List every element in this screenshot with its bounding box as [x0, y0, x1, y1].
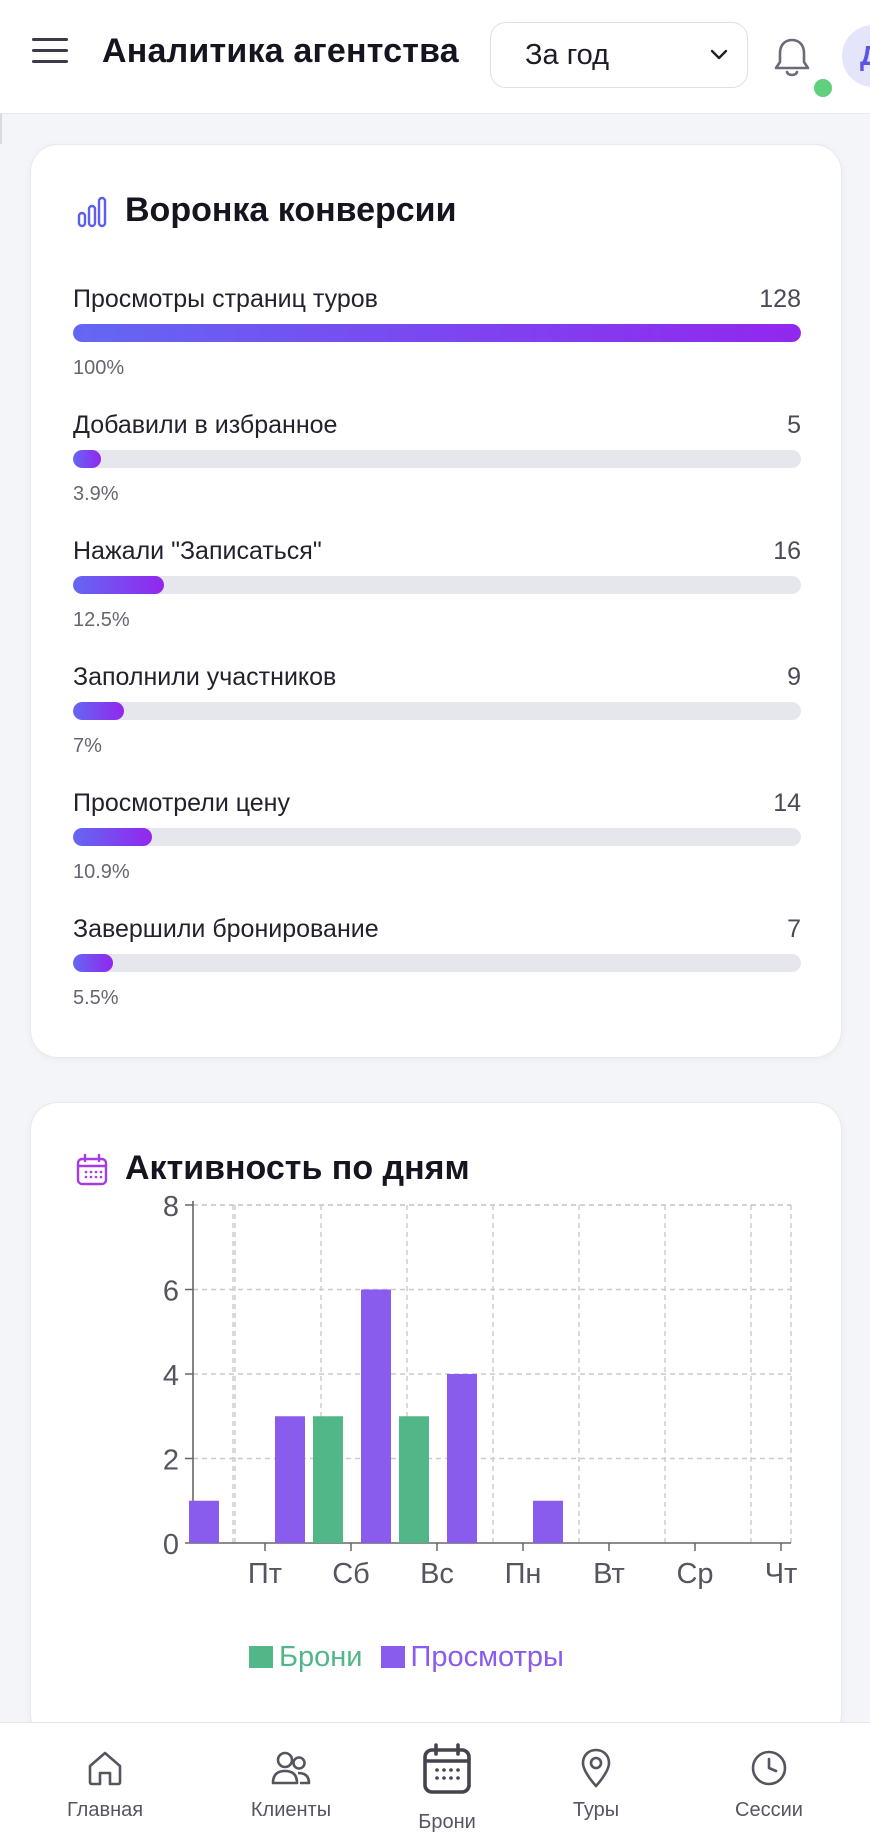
- bar-chart-icon: [77, 196, 107, 228]
- x-tick-label: Вс: [420, 1558, 454, 1590]
- home-icon: [88, 1751, 122, 1786]
- legend-swatch: [380, 1646, 405, 1668]
- nav-label-bookings: Брони: [418, 1811, 476, 1833]
- users-icon: [271, 1751, 311, 1785]
- bell-icon[interactable]: [770, 34, 814, 80]
- x-tick-label: Пн: [505, 1558, 542, 1590]
- online-status-dot: [812, 77, 834, 99]
- period-select-value: За год: [525, 39, 610, 71]
- avatar-letter: Д: [860, 40, 870, 71]
- x-tick-label: Вт: [593, 1558, 625, 1590]
- funnel-stage-label: Завершили бронирование: [73, 915, 379, 943]
- funnel-progress-track: [73, 324, 801, 342]
- funnel-stage-label: Заполнили участников: [73, 663, 337, 691]
- legend-swatch: [249, 1646, 273, 1668]
- funnel-stage-label: Нажали "Записаться": [73, 537, 322, 565]
- funnel-stage-percent: 3.9%: [73, 483, 119, 505]
- conversion-funnel-card: Воронка конверсии Просмотры страниц туро…: [30, 144, 842, 1058]
- bar-views: [361, 1289, 391, 1543]
- bar-bookings: [399, 1416, 429, 1543]
- legend-item[interactable]: Просмотры: [380, 1641, 564, 1674]
- y-tick-label: 6: [163, 1276, 179, 1308]
- activity-title: Активность по дням: [125, 1149, 470, 1187]
- calendar-icon: [423, 1743, 471, 1794]
- y-tick-label: 0: [163, 1529, 179, 1561]
- funnel-stage-percent: 7%: [73, 735, 102, 757]
- funnel-stage-count: 128: [759, 285, 801, 313]
- menu-icon[interactable]: [32, 38, 68, 72]
- nav-item-tours[interactable]: Туры: [541, 1723, 651, 1844]
- divider: [0, 114, 2, 144]
- app-header: Аналитика агентства За год Д: [0, 0, 870, 114]
- nav-label-clients: Клиенты: [250, 1799, 332, 1821]
- y-tick-label: 4: [163, 1360, 179, 1392]
- activity-bar-chart: 0 2 4 6 8 Пт Сб Вс Пн Вт Ср Чт: [163, 1191, 798, 1590]
- funnel-stage-percent: 12.5%: [73, 609, 130, 631]
- funnel-progress-fill: [73, 576, 164, 594]
- funnel-stage-label: Просмотрели цену: [73, 789, 290, 817]
- nav-label-home: Главная: [66, 1799, 144, 1821]
- funnel-progress-fill: [73, 954, 114, 972]
- nav-label-sessions: Сессии: [735, 1799, 803, 1821]
- x-tick-label: Сб: [332, 1558, 370, 1590]
- funnel-stage-count: 14: [773, 789, 801, 817]
- chart-legend: Брони Просмотры: [249, 1641, 582, 1681]
- funnel-progress-track: [73, 576, 801, 594]
- funnel-stage-percent: 5.5%: [73, 987, 119, 1009]
- x-tick-label: Ср: [676, 1558, 713, 1590]
- funnel-stage-label: Добавили в избранное: [73, 411, 338, 439]
- y-tick-label: 2: [163, 1445, 179, 1477]
- map-pin-icon: [581, 1748, 611, 1788]
- activity-by-day-card: Активность по дням 0 2 4 6 8 Пт Сб Вс Пн Вт Ср Чт Б…: [30, 1102, 842, 1742]
- legend-label: Просмотры: [410, 1641, 564, 1673]
- legend-label: Брони: [279, 1641, 363, 1673]
- funnel-title: Воронка конверсии: [125, 191, 457, 229]
- bar-bookings: [313, 1416, 343, 1543]
- bar-views: [447, 1374, 477, 1543]
- nav-label-tours: Туры: [572, 1799, 620, 1821]
- funnel-progress-track: [73, 450, 801, 468]
- legend-item[interactable]: Брони: [249, 1641, 363, 1674]
- calendar-icon: [76, 1153, 108, 1186]
- bottom-navigation: Главная Клиенты Брони Туры: [0, 1722, 870, 1844]
- funnel-progress-fill: [73, 450, 102, 468]
- bar-views: [275, 1416, 305, 1543]
- x-tick-label: Чт: [765, 1558, 798, 1590]
- bar-views: [189, 1500, 219, 1543]
- nav-item-bookings[interactable]: Брони: [392, 1723, 502, 1844]
- funnel-stage-count: 5: [787, 411, 801, 439]
- funnel-stage-count: 9: [787, 663, 801, 691]
- clock-icon: [751, 1750, 787, 1786]
- page-title: Аналитика агентства: [102, 32, 459, 70]
- funnel-progress-track: [73, 954, 801, 972]
- funnel-progress-track: [73, 702, 801, 720]
- chevron-down-icon: [710, 49, 728, 60]
- funnel-stage-percent: 10.9%: [73, 861, 130, 883]
- funnel-progress-track: [73, 828, 801, 846]
- funnel-progress-fill: [73, 828, 153, 846]
- funnel-stage-count: 16: [773, 537, 801, 565]
- avatar[interactable]: Д: [842, 25, 870, 87]
- y-tick-label: 8: [163, 1191, 179, 1223]
- period-select[interactable]: За год: [490, 22, 748, 88]
- funnel-stage-label: Просмотры страниц туров: [73, 285, 378, 313]
- bar-views: [533, 1500, 563, 1543]
- funnel-progress-fill: [73, 702, 124, 720]
- funnel-stage-count: 7: [787, 915, 801, 943]
- x-tick-label: Пт: [248, 1558, 282, 1590]
- nav-item-home[interactable]: Главная: [50, 1723, 160, 1844]
- funnel-progress-fill: [73, 324, 801, 342]
- nav-item-sessions[interactable]: Сессии: [714, 1723, 824, 1844]
- funnel-stage-percent: 100%: [73, 357, 125, 379]
- nav-item-clients[interactable]: Клиенты: [236, 1723, 346, 1844]
